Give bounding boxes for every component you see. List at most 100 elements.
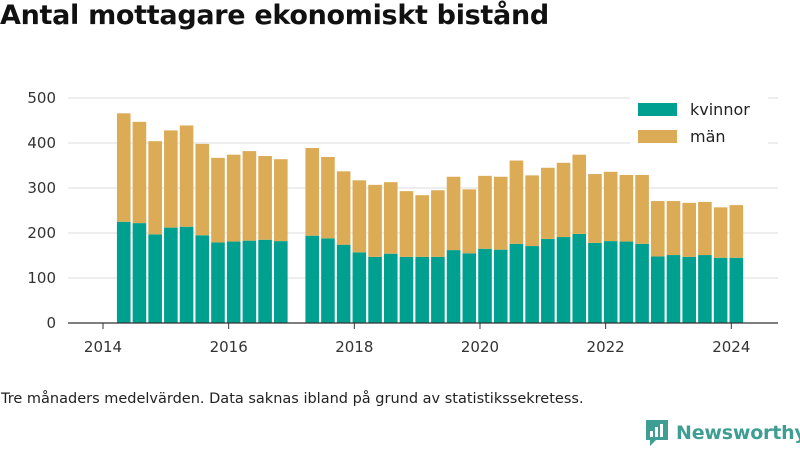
bar-kvinnor — [525, 246, 539, 323]
bar-kvinnor — [211, 242, 225, 323]
brand: Newsworthy — [644, 419, 800, 447]
y-tick-label: 100 — [27, 269, 56, 287]
bar-kvinnor — [729, 257, 744, 323]
x-tick-label: 2022 — [587, 338, 625, 356]
y-tick-label: 500 — [27, 89, 56, 107]
bar-kvinnor — [305, 235, 320, 323]
bar-man — [211, 157, 225, 243]
bar-man — [682, 202, 697, 257]
bar-kvinnor — [352, 252, 367, 323]
bar-man — [666, 201, 681, 256]
y-tick-label: 0 — [46, 314, 56, 332]
legend-swatch-kvinnor — [638, 103, 677, 116]
bar-man — [446, 176, 461, 251]
bar-man — [556, 162, 571, 238]
y-tick-label: 300 — [27, 179, 56, 197]
bar-man — [572, 154, 587, 234]
bars — [116, 113, 744, 323]
bar-kvinnor — [368, 256, 382, 323]
x-tick-label: 2018 — [335, 338, 373, 356]
bar-man — [321, 156, 335, 239]
bar-man — [148, 141, 162, 235]
bar-kvinnor — [431, 256, 445, 323]
bar-man — [195, 143, 210, 236]
legend: kvinnor män — [630, 93, 768, 153]
bar-kvinnor — [635, 243, 649, 323]
y-tick-label: 400 — [27, 134, 56, 152]
bar-kvinnor — [572, 233, 587, 323]
bar-kvinnor — [148, 234, 162, 323]
bar-man — [431, 190, 445, 257]
bar-kvinnor — [619, 241, 634, 323]
bar-man — [509, 160, 524, 244]
bar-kvinnor — [132, 223, 147, 323]
bar-man — [415, 195, 429, 257]
bar-kvinnor — [415, 256, 429, 323]
newsworthy-logo-icon — [646, 420, 668, 446]
chart-caption: Tre månaders medelvärden. Data saknas ib… — [1, 391, 584, 407]
bar-kvinnor — [274, 241, 288, 323]
y-tick-label: 200 — [27, 224, 56, 242]
bar-kvinnor — [164, 227, 178, 323]
bar-man — [603, 171, 618, 242]
x-tick-label: 2016 — [210, 338, 248, 356]
legend-label-kvinnor: kvinnor — [690, 100, 750, 119]
bar-kvinnor — [383, 253, 398, 323]
bar-man — [336, 171, 351, 245]
bar-kvinnor — [509, 243, 524, 323]
bar-kvinnor — [195, 235, 210, 323]
bar-man — [462, 189, 477, 254]
bar-kvinnor — [698, 255, 712, 323]
bar-man — [179, 125, 194, 227]
x-tick-label: 2014 — [84, 338, 122, 356]
bar-man — [368, 184, 382, 257]
bar-kvinnor — [666, 255, 681, 323]
bar-kvinnor — [478, 248, 492, 323]
bar-kvinnor — [446, 250, 461, 323]
bar-kvinnor — [682, 256, 697, 323]
bar-kvinnor — [650, 256, 665, 323]
bar-kvinnor — [179, 226, 194, 323]
bar-kvinnor — [258, 239, 272, 323]
bar-man — [226, 154, 241, 242]
bar-kvinnor — [462, 253, 477, 323]
bar-kvinnor — [556, 237, 571, 323]
bar-man — [619, 174, 634, 242]
bar-man — [729, 205, 744, 258]
bar-kvinnor — [242, 240, 257, 323]
bar-man — [698, 201, 712, 256]
bar-man — [242, 151, 257, 241]
x-axis: 2014 2016 2018 2020 2022 2024 — [68, 322, 778, 356]
bar-kvinnor — [116, 221, 131, 323]
bar-man — [650, 201, 665, 257]
chart-title: Antal mottagare ekonomiskt bistånd — [0, 0, 549, 31]
bar-man — [525, 175, 539, 247]
bar-kvinnor — [541, 238, 555, 323]
bar-man — [132, 121, 147, 224]
bar-kvinnor — [713, 257, 728, 323]
legend-label-man: män — [690, 127, 726, 146]
brand-name: Newsworthy — [676, 422, 800, 444]
bar-kvinnor — [399, 256, 414, 323]
bar-kvinnor — [588, 242, 602, 323]
bar-man — [258, 156, 272, 240]
bar-man — [713, 207, 728, 258]
bar-man — [164, 130, 178, 228]
bar-man — [383, 182, 398, 254]
bar-man — [588, 174, 602, 243]
bar-man — [305, 147, 320, 236]
y-axis-ticks: 0 100 200 300 400 500 — [27, 89, 56, 332]
x-tick-label: 2024 — [712, 338, 750, 356]
legend-swatch-man — [638, 130, 677, 143]
bar-kvinnor — [603, 241, 618, 323]
bar-man — [352, 180, 367, 253]
bar-man — [478, 175, 492, 249]
bar-man — [541, 167, 555, 239]
bar-man — [116, 113, 131, 222]
bar-man — [635, 174, 649, 244]
bar-kvinnor — [226, 241, 241, 323]
bar-man — [399, 191, 414, 257]
bar-man — [493, 176, 508, 250]
x-tick-label: 2020 — [461, 338, 499, 356]
